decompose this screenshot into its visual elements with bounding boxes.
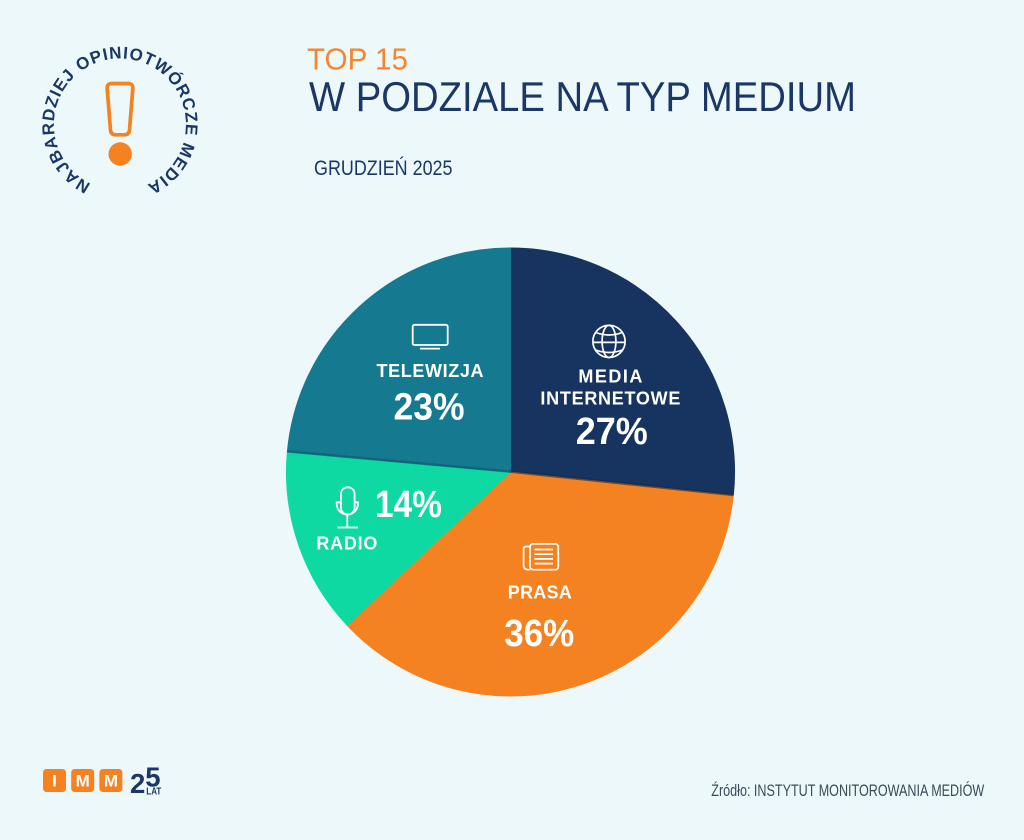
svg-text:I: I [52,772,57,791]
svg-text:PRASA: PRASA [508,583,572,603]
svg-text:M: M [104,772,118,791]
svg-text:Źródło: INSTYTUT MONITOROWANIA: Źródło: INSTYTUT MONITOROWANIA MEDIÓW [711,781,984,800]
svg-text:TOP 15: TOP 15 [307,42,408,77]
svg-text:RADIO: RADIO [316,534,377,554]
svg-text:36%: 36% [504,613,574,655]
svg-text:GRUDZIEŃ 2025: GRUDZIEŃ 2025 [314,155,453,180]
svg-text:2: 2 [130,768,145,799]
svg-text:14%: 14% [375,484,442,526]
svg-text:M: M [76,772,90,791]
svg-text:NAJBARDZIEJ OPINIOTWÓRCZE MEDI: NAJBARDZIEJ OPINIOTWÓRCZE MEDIA [39,43,201,198]
svg-text:5: 5 [145,761,160,792]
svg-text:TELEWIZJA: TELEWIZJA [377,361,484,381]
svg-text:INTERNETOWE: INTERNETOWE [540,389,680,409]
svg-text:27%: 27% [576,411,648,453]
svg-text:MEDIA: MEDIA [578,366,642,386]
svg-text:W PODZIALE NA TYP MEDIUM: W PODZIALE NA TYP MEDIUM [309,73,856,120]
svg-text:LAT: LAT [146,786,161,797]
svg-text:23%: 23% [394,387,465,429]
